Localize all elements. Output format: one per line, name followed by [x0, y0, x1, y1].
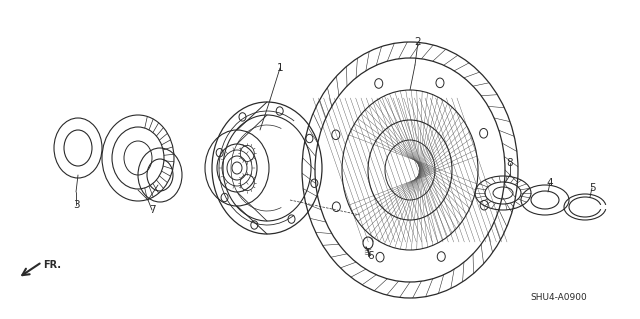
Text: FR.: FR. — [43, 260, 61, 270]
Text: 2: 2 — [415, 37, 421, 47]
Text: 6: 6 — [368, 251, 374, 261]
Text: 5: 5 — [589, 183, 595, 193]
Text: 3: 3 — [73, 200, 79, 210]
Text: SHU4-A0900: SHU4-A0900 — [530, 293, 587, 302]
Text: 1: 1 — [276, 63, 284, 73]
Text: 8: 8 — [507, 158, 513, 168]
Text: 7: 7 — [148, 205, 156, 215]
Text: 4: 4 — [547, 178, 554, 188]
